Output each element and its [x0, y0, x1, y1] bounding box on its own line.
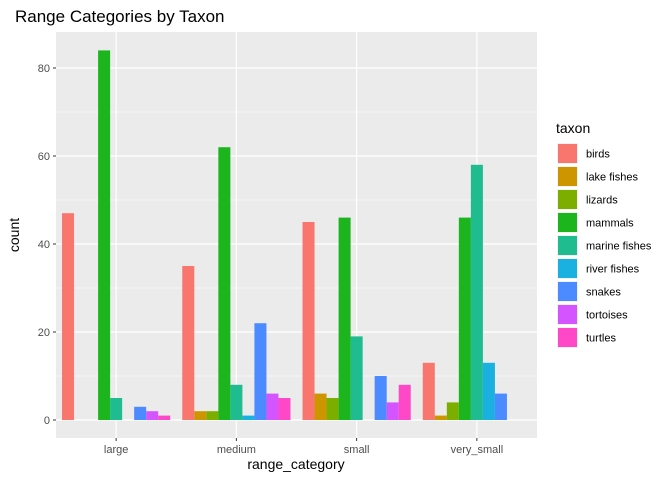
minor-gridlines	[56, 111, 537, 377]
legend-label: tortoises	[586, 310, 628, 322]
x-axis-title: range_category	[247, 456, 344, 472]
bar-small-tortoises	[386, 402, 399, 420]
bar-medium-snakes	[254, 323, 267, 420]
legend-label: mammals	[586, 218, 634, 230]
bar-very_small-snakes	[494, 393, 507, 420]
legend: taxon birds lake fishes lizards mammals mari…	[556, 120, 652, 348]
legend-swatch	[558, 305, 577, 324]
legend-title: taxon	[556, 120, 590, 136]
legend-swatch	[558, 259, 577, 278]
chart-title: Range Categories by Taxon	[15, 7, 225, 26]
bar-very_small-lizards	[446, 402, 459, 420]
major-gridlines	[56, 32, 537, 438]
bars-layer	[62, 50, 507, 421]
bar-large-birds	[62, 213, 75, 420]
bar-large-snakes	[134, 406, 147, 420]
bar-medium-river-fishes	[242, 415, 255, 420]
bar-medium-tortoises	[266, 393, 279, 420]
bar-very_small-mammals	[458, 217, 471, 420]
legend-label: turtles	[586, 333, 616, 345]
bar-large-turtles	[158, 415, 171, 420]
y-axis-title: count	[6, 218, 22, 252]
bar-large-marine-fishes	[110, 398, 123, 420]
bar-small-lizards	[326, 398, 339, 420]
x-tick-label: small	[344, 444, 370, 456]
bar-medium-lizards	[206, 411, 219, 420]
bar-medium-birds	[182, 266, 195, 420]
legend-swatch	[558, 213, 577, 232]
legend-label: marine fishes	[586, 241, 652, 253]
plot-panel	[56, 32, 537, 438]
y-tick-label: 0	[44, 415, 50, 427]
bar-very_small-marine-fishes	[470, 164, 483, 420]
legend-swatch	[558, 144, 577, 163]
bar-large-tortoises	[146, 411, 159, 420]
y-tick-label: 20	[38, 327, 50, 339]
x-tick-label: large	[104, 444, 128, 456]
x-tick-label: very_small	[451, 444, 504, 456]
legend-label: lizards	[586, 195, 618, 207]
bar-large-mammals	[98, 50, 111, 421]
bar-medium-turtles	[278, 398, 291, 420]
legend-label: snakes	[586, 287, 621, 299]
y-tick-label: 80	[38, 63, 50, 75]
legend-swatch	[558, 328, 577, 347]
y-axis: 0 20 40 60 80	[38, 63, 56, 427]
legend-label: river fishes	[586, 264, 640, 276]
legend-swatch	[558, 167, 577, 186]
legend-swatch	[558, 282, 577, 301]
legend-label: lake fishes	[586, 172, 638, 184]
bar-medium-mammals	[218, 147, 231, 420]
bar-very_small-lake-fishes	[434, 415, 447, 420]
bar-small-mammals	[338, 217, 351, 420]
bar-small-birds	[302, 222, 315, 420]
bar-small-turtles	[398, 384, 411, 420]
legend-swatch	[558, 190, 577, 209]
bar-medium-marine-fishes	[230, 384, 243, 420]
bar-medium-lake-fishes	[194, 411, 207, 420]
legend-swatch	[558, 236, 577, 255]
bar-small-lake-fishes	[314, 393, 327, 420]
bar-small-marine-fishes	[350, 336, 363, 420]
bar-very_small-river-fishes	[482, 362, 495, 420]
x-tick-label: medium	[217, 444, 256, 456]
y-tick-label: 40	[38, 239, 50, 251]
bar-very_small-birds	[422, 362, 435, 420]
x-axis: large medium small very_small	[104, 438, 503, 456]
bar-small-snakes	[374, 376, 387, 420]
legend-label: birds	[586, 149, 610, 161]
y-tick-label: 60	[38, 151, 50, 163]
